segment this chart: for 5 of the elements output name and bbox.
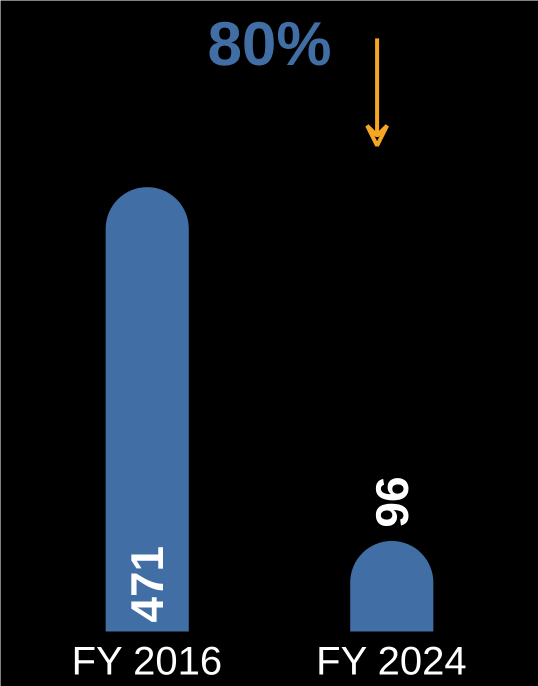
text: 80% <box>207 10 332 79</box>
data-label: 96 <box>366 476 418 528</box>
x-tick-label: FY 2024 <box>316 640 467 684</box>
data-label: 471 <box>121 546 174 623</box>
x-tick-label: FY 2016 <box>72 640 222 684</box>
